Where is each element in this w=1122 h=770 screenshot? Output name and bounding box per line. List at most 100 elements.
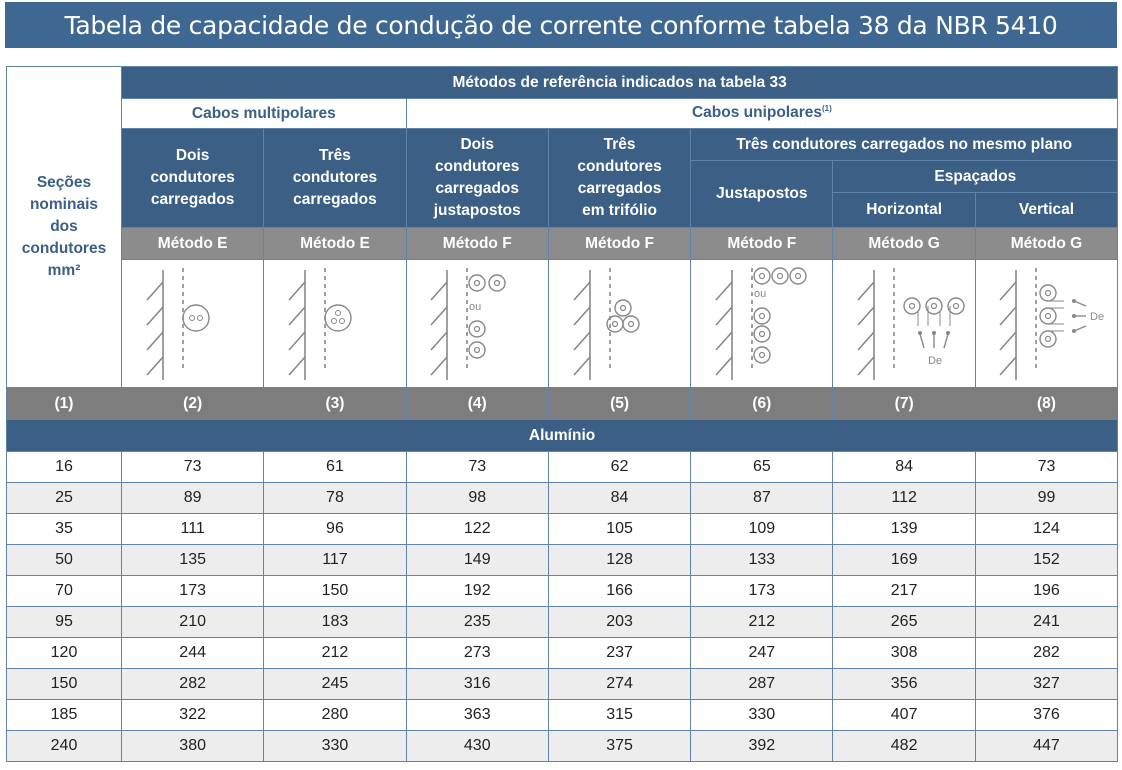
method-label: Método G xyxy=(832,227,976,260)
ampacity-cell: 149 xyxy=(405,544,549,576)
ampacity-cell: 124 xyxy=(974,513,1119,545)
section-cell: 185 xyxy=(6,699,122,731)
ampacity-cell: 150 xyxy=(263,575,407,607)
ampacity-cell: 169 xyxy=(832,544,976,576)
svg-text:ou: ou xyxy=(754,288,766,300)
icon-two-justapostos: ou xyxy=(430,267,506,380)
ampacity-cell: 244 xyxy=(120,637,265,669)
ampacity-cell: 84 xyxy=(832,451,976,483)
ampacity-cell: 322 xyxy=(120,699,265,731)
ampacity-cell: 128 xyxy=(547,544,692,576)
side-label: Seções nominais dos condutores mm² xyxy=(6,66,122,388)
installation-cell: De xyxy=(974,259,1119,388)
method-label: Método F xyxy=(405,227,549,260)
column-number: (8) xyxy=(974,387,1119,420)
ampacity-cell: 109 xyxy=(690,513,834,545)
ampacity-cell: 203 xyxy=(547,606,692,638)
ampacity-cell: 241 xyxy=(974,606,1119,638)
ampacity-cell: 363 xyxy=(405,699,549,731)
method-label: Método F xyxy=(690,227,834,260)
ampacity-cell: 73 xyxy=(405,451,549,483)
installation-cell xyxy=(547,259,692,388)
table-row: 16 73 61 73 62 65 84 73 xyxy=(6,451,1119,483)
ampacity-cell: 245 xyxy=(263,668,407,700)
col-header-4: Dois condutores carregados justapostos xyxy=(405,128,549,228)
ampacity-cell: 133 xyxy=(690,544,834,576)
ampacity-cell: 217 xyxy=(832,575,976,607)
page-title: Tabela de capacidade de condução de corr… xyxy=(5,2,1117,48)
ampacity-table: Seções nominais dos condutores mm² Métod… xyxy=(5,66,1119,762)
ampacity-cell: 183 xyxy=(263,606,407,638)
section-cell: 25 xyxy=(6,482,122,514)
same-plane-header: Três condutores carregados no mesmo plan… xyxy=(690,128,1119,161)
icon-multipolar-three xyxy=(288,267,352,380)
installation-cell: ou xyxy=(405,259,549,388)
ampacity-cell: 316 xyxy=(405,668,549,700)
icon-plane-justapostos: ou xyxy=(715,266,807,380)
ampacity-cell: 273 xyxy=(405,637,549,669)
ampacity-cell: 62 xyxy=(547,451,692,483)
ampacity-cell: 430 xyxy=(405,730,549,762)
method-label: Método E xyxy=(120,227,265,260)
ampacity-cell: 447 xyxy=(974,730,1119,762)
ampacity-cell: 99 xyxy=(974,482,1119,514)
section-cell: 150 xyxy=(6,668,122,700)
column-number: (2) xyxy=(120,387,265,420)
column-number: (1) xyxy=(6,387,122,420)
column-number: (5) xyxy=(547,387,692,420)
ampacity-cell: 89 xyxy=(120,482,265,514)
section-cell: 240 xyxy=(6,730,122,762)
section-cell: 16 xyxy=(6,451,122,483)
section-cell: 95 xyxy=(6,606,122,638)
ampacity-cell: 96 xyxy=(263,513,407,545)
ampacity-cell: 87 xyxy=(690,482,834,514)
ampacity-cell: 315 xyxy=(547,699,692,731)
column-number: (6) xyxy=(690,387,834,420)
column-number: (3) xyxy=(263,387,407,420)
ampacity-cell: 235 xyxy=(405,606,549,638)
ampacity-cell: 265 xyxy=(832,606,976,638)
methods-title: Métodos de referência indicados na tabel… xyxy=(120,66,1119,99)
ampacity-cell: 112 xyxy=(832,482,976,514)
ampacity-cell: 392 xyxy=(690,730,834,762)
table-row: 120 244 212 273 237 247 308 282 xyxy=(6,637,1119,669)
ampacity-cell: 327 xyxy=(974,668,1119,700)
ampacity-cell: 210 xyxy=(120,606,265,638)
section-cell: 35 xyxy=(6,513,122,545)
ampacity-cell: 380 xyxy=(120,730,265,762)
vertical-header: Vertical xyxy=(974,192,1119,228)
svg-text:De: De xyxy=(1090,311,1104,323)
ampacity-cell: 122 xyxy=(405,513,549,545)
svg-text:ou: ou xyxy=(469,301,481,313)
table-row: 50 135 117 149 128 133 169 152 xyxy=(6,544,1119,576)
ampacity-cell: 356 xyxy=(832,668,976,700)
ampacity-cell: 78 xyxy=(263,482,407,514)
ampacity-cell: 173 xyxy=(120,575,265,607)
ampacity-cell: 105 xyxy=(547,513,692,545)
ampacity-cell: 166 xyxy=(547,575,692,607)
ampacity-cell: 376 xyxy=(974,699,1119,731)
ampacity-cell: 117 xyxy=(263,544,407,576)
ampacity-cell: 282 xyxy=(974,637,1119,669)
col-header-2: Dois condutores carregados xyxy=(120,128,265,228)
ampacity-cell: 282 xyxy=(120,668,265,700)
ampacity-cell: 61 xyxy=(263,451,407,483)
section-cell: 50 xyxy=(6,544,122,576)
column-number: (4) xyxy=(405,387,549,420)
ampacity-cell: 237 xyxy=(547,637,692,669)
table-row: 25 89 78 98 84 87 112 99 xyxy=(6,482,1119,514)
ampacity-cell: 173 xyxy=(690,575,834,607)
espacados-header: Espaçados xyxy=(832,160,1119,193)
multipolar-header: Cabos multipolares xyxy=(121,98,407,129)
column-number: (7) xyxy=(832,387,976,420)
installation-cell: ou xyxy=(690,259,834,388)
installation-cell xyxy=(120,259,265,388)
method-label: Método G xyxy=(974,227,1119,260)
ampacity-cell: 98 xyxy=(405,482,549,514)
ampacity-cell: 139 xyxy=(832,513,976,545)
horizontal-header: Horizontal xyxy=(832,192,976,228)
section-aluminio: Alumínio xyxy=(5,419,1119,452)
ampacity-cell: 212 xyxy=(263,637,407,669)
col-header-5: Três condutores carregados em trifólio xyxy=(547,128,692,228)
table-row: 95 210 183 235 203 212 265 241 xyxy=(6,606,1119,638)
